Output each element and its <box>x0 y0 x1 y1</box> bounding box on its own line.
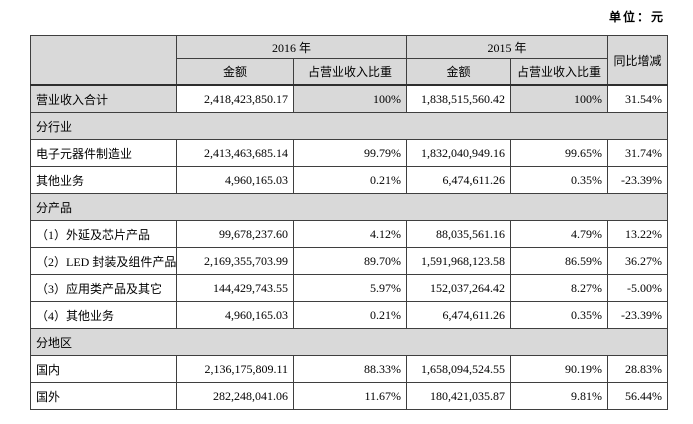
cell-ratio-2015: 9.81% <box>510 382 609 410</box>
cell-label: （3）应用类产品及其它 <box>30 274 177 302</box>
cell-ratio-2016: 100% <box>292 84 408 113</box>
cell-amount-2015: 1,838,515,560.42 <box>406 84 512 113</box>
cell-yoy: -23.39% <box>607 301 669 329</box>
table-row: （1）外延及芯片产品 99,678,237.60 4.12% 88,035,56… <box>30 220 669 248</box>
cell-ratio-2015: 100% <box>510 84 609 113</box>
cell-amount-2015: 1,591,968,123.58 <box>406 247 512 275</box>
table-header: 2016 年 2015 年 同比增减 金额 占营业收入比重 金额 占营业收入比重 <box>30 35 669 86</box>
cell-ratio-2015: 8.27% <box>510 274 609 302</box>
cell-amount-2016: 144,429,743.55 <box>176 274 294 302</box>
header-cell-ratio-2015: 占营业收入比重 <box>510 58 609 86</box>
cell-ratio-2016: 5.97% <box>292 274 408 302</box>
cell-yoy: 56.44% <box>607 382 669 410</box>
cell-ratio-2016: 0.21% <box>292 301 408 329</box>
cell-amount-2016: 2,169,355,703.99 <box>176 247 294 275</box>
cell-amount-2015: 6,474,611.26 <box>406 166 512 194</box>
cell-yoy: -23.39% <box>607 166 669 194</box>
cell-yoy: 31.54% <box>607 84 669 113</box>
cell-ratio-2015: 90.19% <box>510 355 609 383</box>
section-label: 分产品 <box>29 193 669 221</box>
cell-ratio-2015: 0.35% <box>510 301 609 329</box>
header-cell-ratio-2016: 占营业收入比重 <box>292 58 408 86</box>
header-cell-amount-2015: 金额 <box>406 58 512 86</box>
cell-yoy: 13.22% <box>607 220 669 248</box>
section-label: 分行业 <box>29 112 669 140</box>
cell-amount-2016: 4,960,165.03 <box>176 166 294 194</box>
cell-label: （4）其他业务 <box>30 301 177 329</box>
header-cell-empty <box>30 35 177 86</box>
table-section-region: 分地区 <box>29 328 669 356</box>
cell-yoy: 31.74% <box>607 139 669 167</box>
cell-label: 其他业务 <box>30 166 177 194</box>
header-cell-2015: 2015 年 <box>406 35 609 59</box>
cell-label: （2）LED 封装及组件产品 <box>30 247 177 275</box>
unit-label: 单位：元 <box>608 10 665 24</box>
cell-amount-2016: 2,413,463,685.14 <box>176 139 294 167</box>
cell-ratio-2016: 0.21% <box>292 166 408 194</box>
cell-ratio-2015: 86.59% <box>510 247 609 275</box>
table-row: （4）其他业务 4,960,165.03 0.21% 6,474,611.26 … <box>30 301 669 329</box>
cell-ratio-2016: 4.12% <box>292 220 408 248</box>
cell-label: 营业收入合计 <box>30 84 177 113</box>
header-cell-amount-2016: 金额 <box>176 58 294 86</box>
cell-amount-2015: 1,658,094,524.55 <box>406 355 512 383</box>
cell-label: 国外 <box>30 382 177 410</box>
cell-amount-2016: 2,136,175,809.11 <box>176 355 294 383</box>
header-cell-yoy: 同比增减 <box>607 35 669 86</box>
table-row: 国内 2,136,175,809.11 88.33% 1,658,094,524… <box>30 355 669 383</box>
cell-ratio-2016: 88.33% <box>292 355 408 383</box>
cell-amount-2015: 152,037,264.42 <box>406 274 512 302</box>
header-row-measures: 金额 占营业收入比重 金额 占营业收入比重 <box>31 58 668 86</box>
table-row: 国外 282,248,041.06 11.67% 180,421,035.87 … <box>30 382 669 410</box>
cell-amount-2016: 2,418,423,850.17 <box>176 84 294 113</box>
cell-ratio-2016: 99.79% <box>292 139 408 167</box>
cell-ratio-2016: 11.67% <box>292 382 408 410</box>
table-row: 其他业务 4,960,165.03 0.21% 6,474,611.26 0.3… <box>30 166 669 194</box>
table-section-industry: 分行业 <box>29 112 669 140</box>
table-body: 营业收入合计 2,418,423,850.17 100% 1,838,515,5… <box>29 84 669 410</box>
table-row: （2）LED 封装及组件产品 2,169,355,703.99 89.70% 1… <box>30 247 669 275</box>
cell-amount-2016: 4,960,165.03 <box>176 301 294 329</box>
table-row-total: 营业收入合计 2,418,423,850.17 100% 1,838,515,5… <box>30 84 669 113</box>
section-label: 分地区 <box>29 328 669 356</box>
header-cell-2016: 2016 年 <box>175 35 408 59</box>
cell-amount-2016: 99,678,237.60 <box>176 220 294 248</box>
table-row: 电子元器件制造业 2,413,463,685.14 99.79% 1,832,0… <box>30 139 669 167</box>
cell-amount-2016: 282,248,041.06 <box>176 382 294 410</box>
cell-label: 电子元器件制造业 <box>30 139 177 167</box>
cell-yoy: 28.83% <box>607 355 669 383</box>
cell-ratio-2015: 0.35% <box>510 166 609 194</box>
cell-amount-2015: 6,474,611.26 <box>406 301 512 329</box>
revenue-breakdown-table: 2016 年 2015 年 同比增减 金额 占营业收入比重 金额 占营业收入比重… <box>29 35 669 410</box>
cell-yoy: -5.00% <box>607 274 669 302</box>
cell-amount-2015: 88,035,561.16 <box>406 220 512 248</box>
header-row-years: 2016 年 2015 年 同比增减 <box>30 35 669 86</box>
cell-label: （1）外延及芯片产品 <box>30 220 177 248</box>
table-row: （3）应用类产品及其它 144,429,743.55 5.97% 152,037… <box>30 274 669 302</box>
table-section-product: 分产品 <box>29 193 669 221</box>
cell-amount-2015: 1,832,040,949.16 <box>406 139 512 167</box>
cell-label: 国内 <box>30 355 177 383</box>
cell-ratio-2016: 89.70% <box>292 247 408 275</box>
cell-ratio-2015: 99.65% <box>510 139 609 167</box>
cell-ratio-2015: 4.79% <box>510 220 609 248</box>
cell-yoy: 36.27% <box>607 247 669 275</box>
cell-amount-2015: 180,421,035.87 <box>406 382 512 410</box>
